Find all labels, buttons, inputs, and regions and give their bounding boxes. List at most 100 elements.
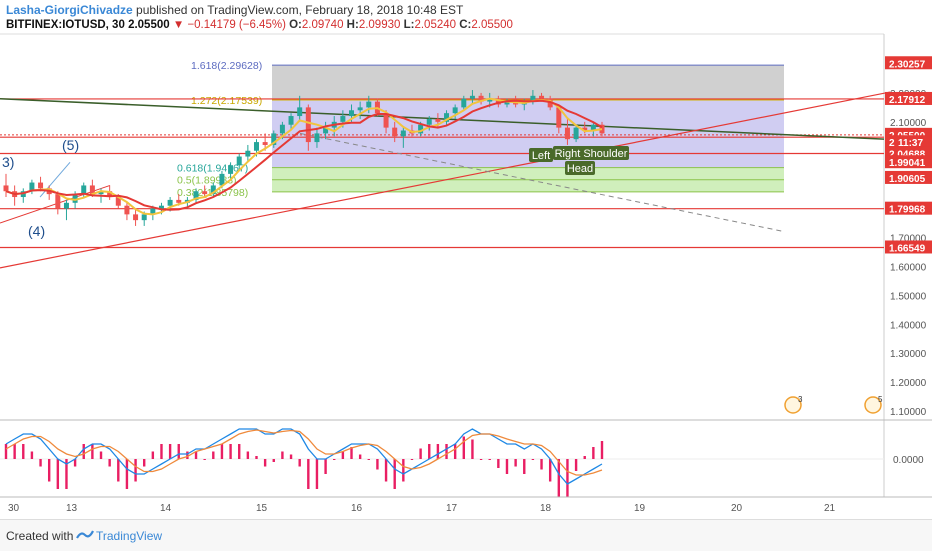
macd-histogram-bar [194,451,198,459]
author-link[interactable]: Lasha-GiorgiChivadze [6,3,133,17]
price-badge-level4: 1.90605 [889,174,926,185]
candle-body [469,95,475,99]
candle-body [392,127,398,137]
candle-body [150,208,156,215]
macd-histogram-bar [82,444,85,459]
candle-body [98,191,104,195]
macd-histogram-bar [341,451,345,459]
candle-body [444,113,450,122]
left-shoulder-label: Left [532,150,550,162]
candle-body [219,173,225,186]
candle-body [29,182,35,192]
candle-body [478,95,484,102]
macd-histogram-bar [22,444,25,459]
macd-histogram-bar [177,444,180,459]
macd-histogram-bar [117,459,120,482]
macd-histogram-bar [255,456,258,459]
macd-histogram-bar [272,459,275,462]
low-value: 2.05240 [414,19,457,31]
candle-body [245,150,251,157]
price-tick-label: 1.60000 [890,262,927,273]
price-badge-level: 2.17912 [889,95,926,106]
macd-histogram-bar [600,441,604,459]
time-tick-label: 16 [351,503,363,514]
time-tick-label: 19 [634,503,646,514]
candle-body [487,98,493,102]
neckline-trendline [0,97,885,140]
price-badge-level3-bg [885,155,932,169]
macd-histogram-bar [402,459,405,482]
price-chart[interactable]: 1.618(2.29628)1.272(2.17539)0.618(1.9416… [0,0,932,519]
macd-histogram-bar [47,459,51,482]
candle-body [81,185,87,195]
macd-histogram-bar [488,459,491,460]
candle-body [504,101,510,105]
event-count: 3 [798,395,803,404]
macd-line [5,428,603,485]
macd-pane[interactable]: 0.0000 [0,428,924,497]
macd-histogram-bar [263,459,267,467]
price-change: −0.14179 (−6.45%) [187,19,286,31]
left-shoulder-label-bg [529,148,553,162]
macd-histogram-bar [160,444,163,459]
macd-histogram-bar [186,451,189,459]
price-tick-label: 1.30000 [890,349,927,360]
candle-body [253,142,259,151]
low-label: L: [403,19,415,31]
macd-histogram-bar [376,459,379,470]
macd-histogram-bar [229,444,232,459]
price-tick-label: 1.10000 [890,407,927,418]
macd-histogram-bar [4,444,8,459]
macd-histogram-bar [531,459,535,460]
moving-averages [5,97,603,216]
macd-histogram-bar [13,444,16,459]
price-badge-2: 2 [889,138,895,149]
macd-histogram-bar [367,459,370,460]
created-with-text: Created with [6,529,74,543]
annotations: 3) (5) (4) Left Right Shoulder Head [2,137,629,239]
macd-histogram-bar [419,448,422,459]
projection-line [299,132,786,233]
macd-histogram-bar [281,451,284,459]
time-tick-label: 15 [256,503,268,514]
candle-body [271,133,277,145]
macd-histogram-bar [125,459,129,489]
macd-histogram-bar [289,454,293,459]
event-count: 5 [878,395,883,404]
macd-histogram-bar [298,459,301,467]
macd-histogram-bar [56,459,60,489]
candle-body [202,191,208,195]
candle-body [400,130,406,137]
macd-histogram-bar [453,444,457,459]
signal-line [5,429,603,476]
candle-body [133,214,139,221]
tradingview-logo-icon [76,530,94,539]
price-badge-level4-bg [885,170,932,184]
fib-zone [272,100,784,168]
candle-body [340,116,346,122]
macd-histogram-bar [523,459,526,474]
fib-label: 1.618(2.29628) [191,60,262,72]
candle-body [383,113,389,128]
macd-histogram-bar [65,459,68,489]
macd-histogram-bar [583,456,586,459]
event-flag-icon [864,396,882,414]
price-badge-level2: 2.04688 [889,150,926,161]
candle-body [314,133,320,143]
macd-histogram-bar [548,459,552,482]
price-axis[interactable]: 2.300002.200002.100002.000001.900001.800… [784,56,932,418]
time-axis[interactable]: 30 13 14 15 16 17 18 19 20 21 [8,503,836,514]
macd-histogram-bar [108,459,111,467]
candle-body [72,194,78,203]
macd-histogram-bar [30,451,34,459]
price-badge-level5: 1.79968 [889,205,926,216]
macd-tick-label: 0.0000 [893,455,924,466]
candle-body [167,199,173,206]
tradingview-brand[interactable]: TradingView [96,529,163,543]
fib-extension[interactable]: 1.618(2.29628)1.272(2.17539)0.618(1.9416… [177,60,784,199]
right-shoulder-label-bg [553,146,629,160]
close-label: C: [459,19,472,31]
time-tick-label: 20 [731,503,743,514]
macd-histogram-bar [358,454,362,459]
time-tick-label: 18 [540,503,552,514]
